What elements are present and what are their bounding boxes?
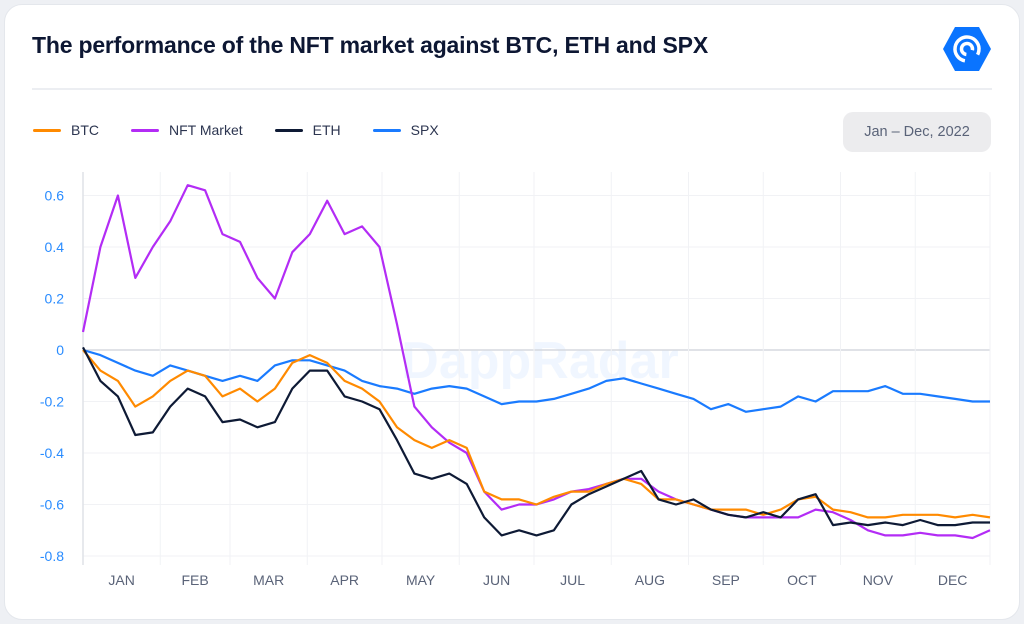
legend: BTC NFT Market ETH SPX <box>33 122 471 138</box>
y-tick-label: 0 <box>56 342 64 358</box>
date-range-badge[interactable]: Jan – Dec, 2022 <box>843 112 991 152</box>
x-tick-label: JUN <box>483 572 510 588</box>
series-line-btc <box>82 349 991 519</box>
y-tick-label: -0.4 <box>40 445 64 461</box>
legend-item-eth[interactable]: ETH <box>274 122 341 138</box>
x-tick-label: JUL <box>560 572 585 588</box>
x-tick-label: AUG <box>635 572 665 588</box>
x-tick-label: DEC <box>938 572 968 588</box>
y-tick-label: 0.4 <box>45 239 65 255</box>
chart-card <box>4 4 1020 620</box>
legend-label: SPX <box>410 122 439 138</box>
x-tick-label: SEP <box>712 572 740 588</box>
series-line-spx <box>82 348 990 413</box>
legend-swatch <box>131 128 159 132</box>
legend-item-nft-market[interactable]: NFT Market <box>131 122 243 138</box>
legend-item-spx[interactable]: SPX <box>372 122 439 138</box>
legend-label: BTC <box>71 122 99 138</box>
x-tick-label: JAN <box>108 572 134 588</box>
series-line-eth <box>82 346 990 537</box>
legend-item-btc[interactable]: BTC <box>33 122 99 138</box>
x-tick-label: FEB <box>182 572 209 588</box>
y-tick-label: -0.2 <box>40 394 64 410</box>
y-tick-label: -0.6 <box>40 497 64 513</box>
y-tick-label: -0.8 <box>40 548 64 564</box>
page-title: The performance of the NFT market agains… <box>32 32 708 58</box>
y-tick-label: 0.2 <box>45 291 65 307</box>
header-divider <box>32 88 992 90</box>
legend-label: NFT Market <box>169 122 243 138</box>
x-tick-label: MAR <box>253 572 284 588</box>
x-tick-label: NOV <box>863 572 894 588</box>
legend-label: ETH <box>312 122 341 138</box>
legend-swatch <box>274 128 303 132</box>
dappradar-logo-icon <box>943 27 991 71</box>
legend-swatch <box>33 128 61 132</box>
x-tick-label: OCT <box>787 572 817 588</box>
legend-swatch <box>372 128 401 132</box>
x-tick-label: MAY <box>406 572 436 588</box>
y-tick-label: 0.6 <box>45 188 65 204</box>
x-tick-label: APR <box>330 572 359 588</box>
